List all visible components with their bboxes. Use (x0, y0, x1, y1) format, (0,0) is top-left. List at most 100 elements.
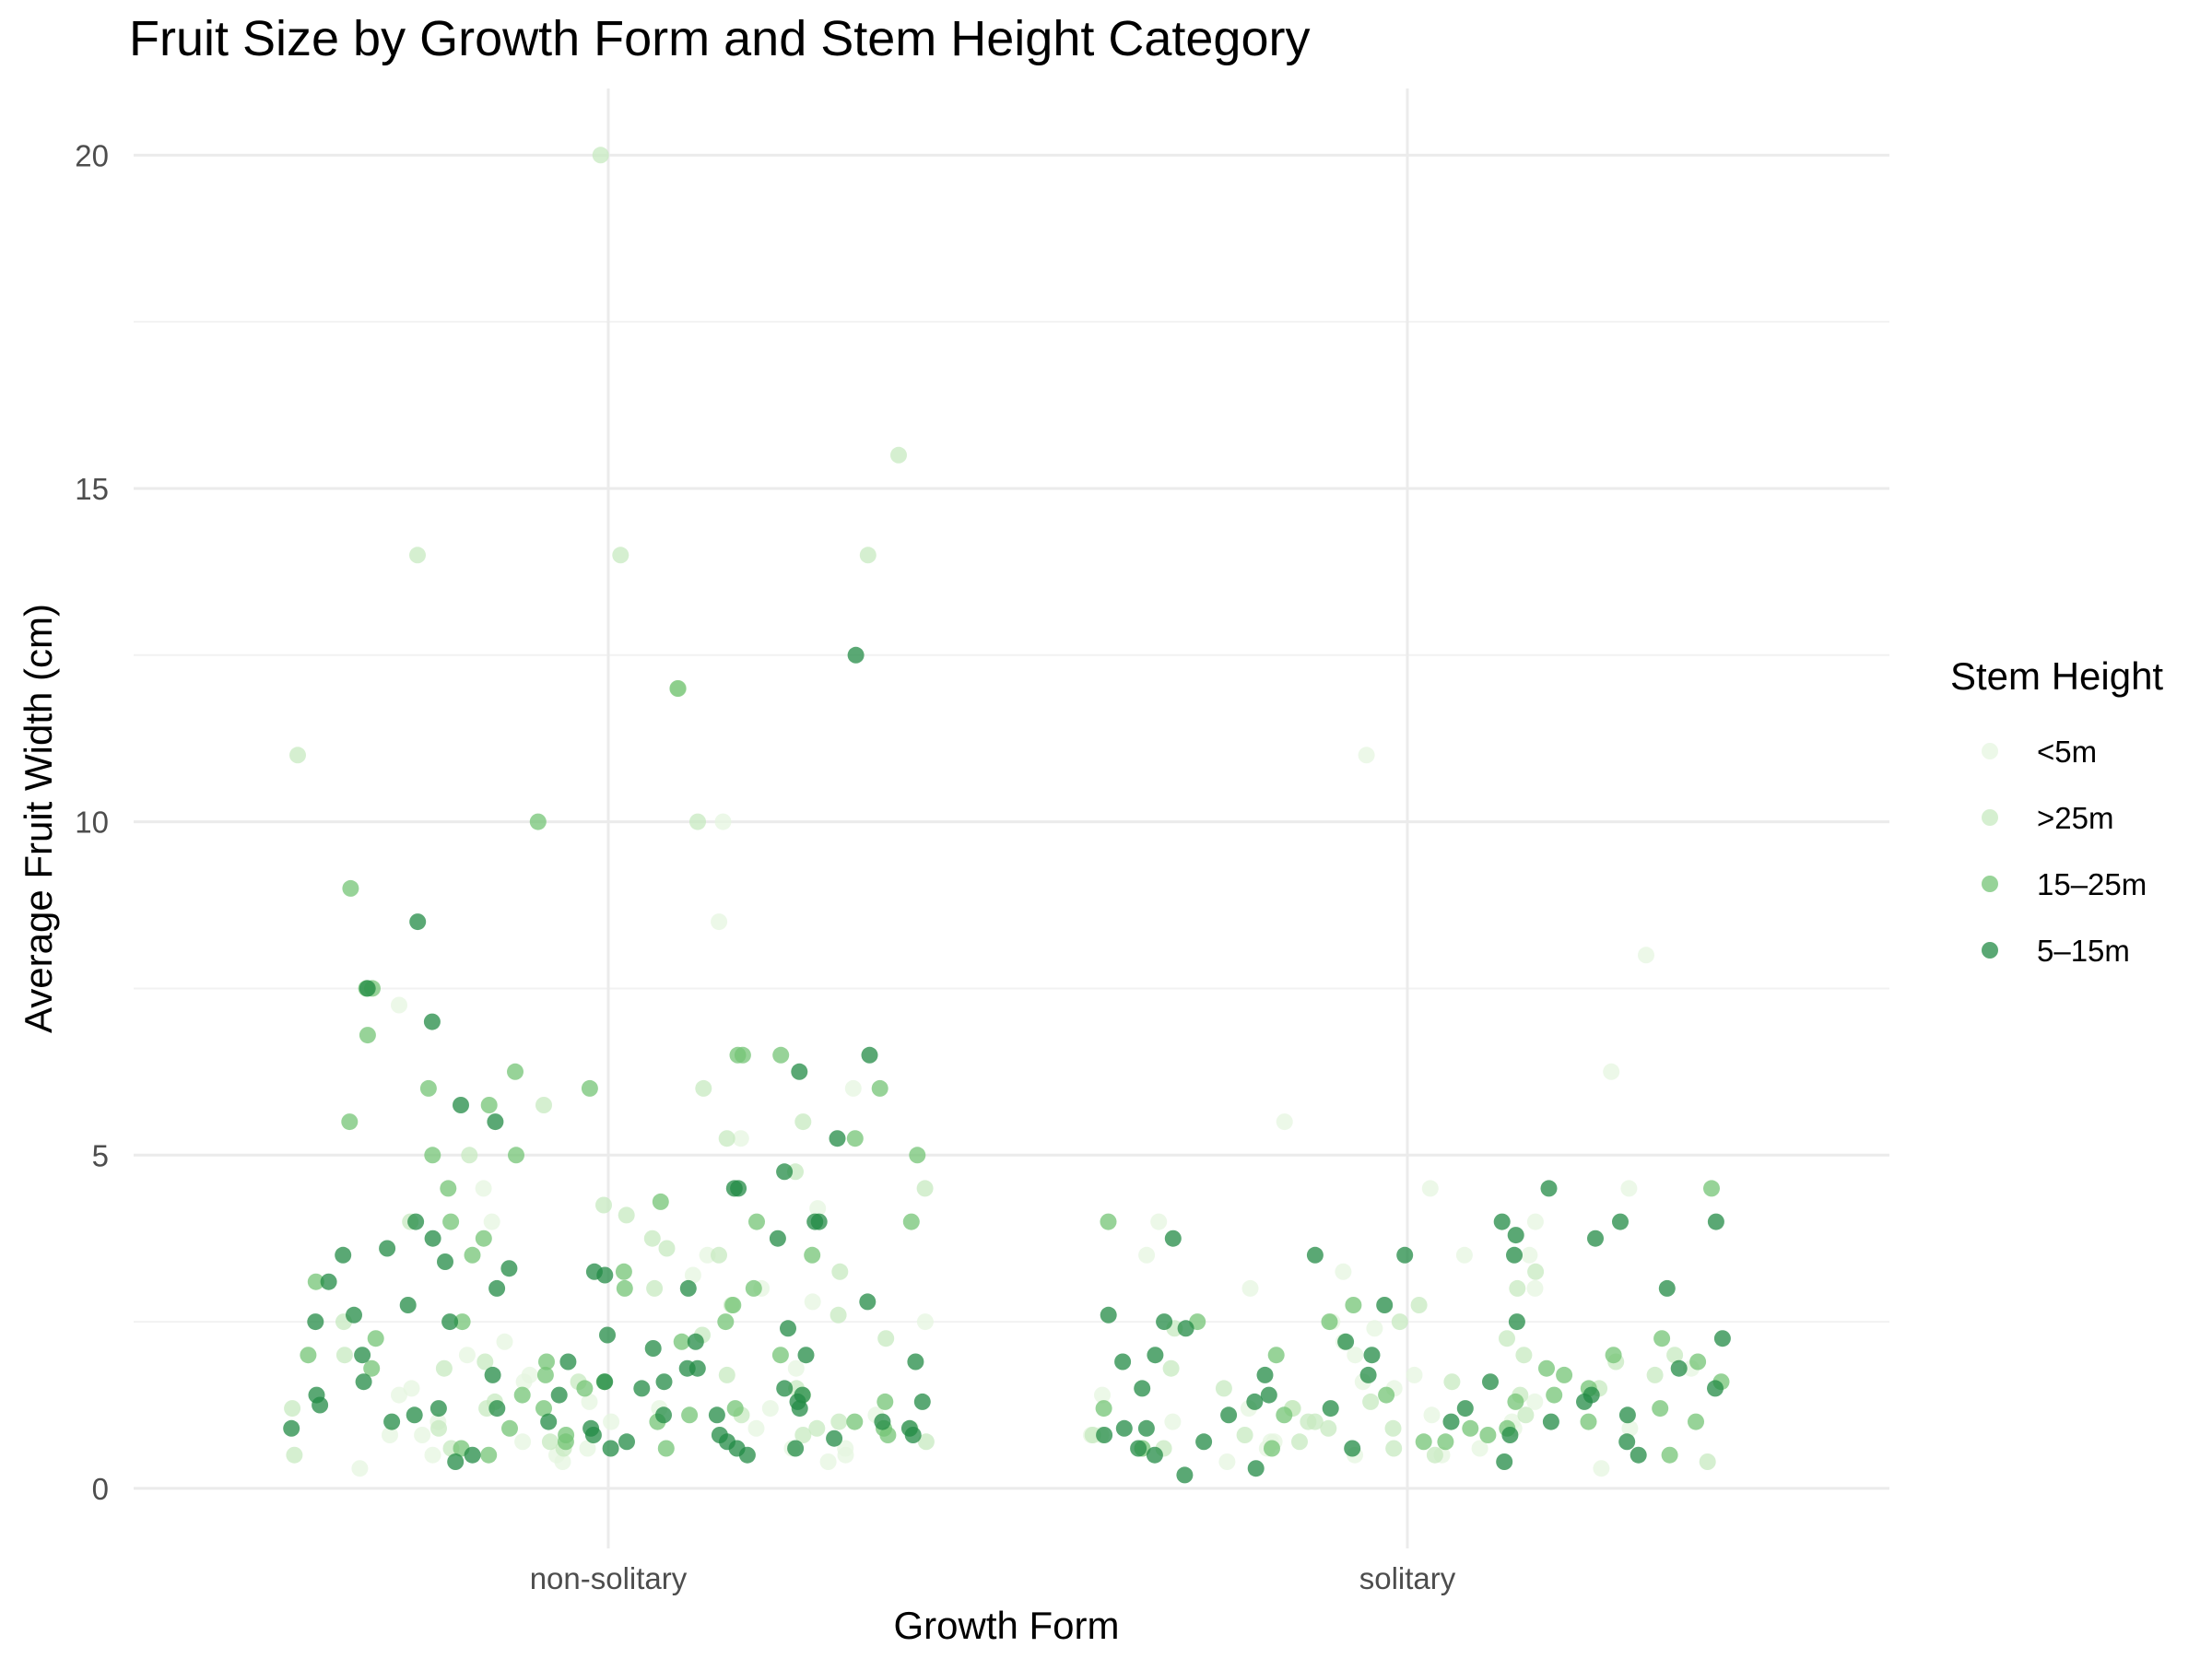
data-point (554, 1453, 571, 1470)
data-point (658, 1240, 676, 1257)
data-point (1713, 1330, 1731, 1347)
data-point (804, 1293, 821, 1311)
data-point (1177, 1320, 1194, 1337)
data-point (487, 1113, 504, 1131)
data-point (1220, 1406, 1238, 1424)
data-point (453, 1313, 471, 1331)
data-point (761, 1400, 779, 1418)
data-point (1218, 1453, 1236, 1470)
data-point (1699, 1453, 1716, 1470)
data-point (1267, 1347, 1285, 1364)
data-point (595, 1196, 612, 1214)
data-point (391, 1386, 407, 1404)
data-point (1094, 1386, 1111, 1404)
data-point (1423, 1406, 1441, 1424)
data-point (1378, 1386, 1395, 1404)
data-point (687, 1333, 704, 1350)
data-point (904, 1427, 922, 1443)
data-point (576, 1380, 594, 1397)
data-point (1707, 1213, 1724, 1230)
data-point (596, 1373, 614, 1391)
data-point (488, 1400, 506, 1418)
data-point (724, 1297, 742, 1313)
data-point (442, 1213, 460, 1230)
data-point (1587, 1230, 1604, 1247)
y-tick-label: 0 (92, 1472, 109, 1506)
data-point (1437, 1433, 1454, 1451)
data-point (1363, 1347, 1381, 1364)
data-point (1499, 1330, 1515, 1347)
data-point (780, 1320, 796, 1337)
data-point (307, 1313, 324, 1331)
data-point (1195, 1433, 1213, 1451)
data-point (804, 1246, 821, 1264)
data-point (1100, 1306, 1117, 1324)
data-point (1130, 1440, 1147, 1457)
data-point (406, 1406, 423, 1424)
data-point (787, 1359, 805, 1377)
data-point (289, 747, 306, 764)
data-point (346, 1306, 362, 1324)
data-point (1653, 1330, 1671, 1347)
data-point (718, 1366, 735, 1383)
data-point (1576, 1393, 1593, 1410)
data-point (655, 1373, 673, 1391)
data-point (453, 1097, 469, 1113)
data-point (1134, 1380, 1151, 1397)
data-point (461, 1147, 478, 1164)
data-point (521, 1366, 538, 1383)
data-point (1320, 1419, 1337, 1437)
data-point (1376, 1297, 1394, 1313)
data-point (1507, 1227, 1524, 1244)
data-point (1526, 1279, 1544, 1297)
data-point (592, 147, 609, 164)
data-point (475, 1230, 492, 1247)
data-point (797, 1347, 815, 1364)
data-point (1084, 1427, 1101, 1443)
data-point (300, 1347, 317, 1364)
data-point (464, 1446, 481, 1464)
data-point (1358, 747, 1375, 764)
data-point (409, 547, 426, 564)
data-point (359, 980, 376, 997)
data-point (879, 1427, 897, 1443)
data-point (1482, 1373, 1499, 1391)
data-point (1396, 1246, 1414, 1264)
data-point (500, 1260, 518, 1277)
data-point (913, 1393, 931, 1410)
data-point (312, 1396, 329, 1414)
data-point (1115, 1419, 1133, 1437)
data-point (1506, 1246, 1523, 1264)
data-point (283, 1419, 300, 1437)
data-point (535, 1400, 552, 1418)
data-point (644, 1340, 662, 1357)
data-point (846, 1413, 864, 1430)
data-point (711, 1246, 727, 1264)
legend-key (1982, 743, 1998, 759)
data-point (382, 1427, 398, 1443)
data-point (1526, 1213, 1544, 1230)
data-point (1509, 1279, 1526, 1297)
data-point (714, 813, 732, 830)
data-point (579, 1440, 596, 1457)
data-point (1276, 1406, 1293, 1424)
data-point (794, 1386, 811, 1404)
data-point (1366, 1320, 1383, 1337)
data-point (1164, 1413, 1182, 1430)
data-point (540, 1413, 558, 1430)
data-point (776, 1163, 794, 1181)
data-point (1321, 1313, 1338, 1331)
data-point (730, 1180, 747, 1197)
data-point (771, 1347, 789, 1364)
data-point (363, 1359, 381, 1377)
data-point (414, 1427, 431, 1443)
data-point (1618, 1433, 1636, 1451)
data-point (1260, 1386, 1277, 1404)
data-point (1246, 1393, 1264, 1410)
data-point (550, 1386, 568, 1404)
data-point (787, 1440, 805, 1457)
data-point (1689, 1353, 1707, 1371)
legend-label: <5m (2037, 735, 2097, 769)
data-point (1603, 1063, 1620, 1080)
data-point (584, 1427, 602, 1443)
